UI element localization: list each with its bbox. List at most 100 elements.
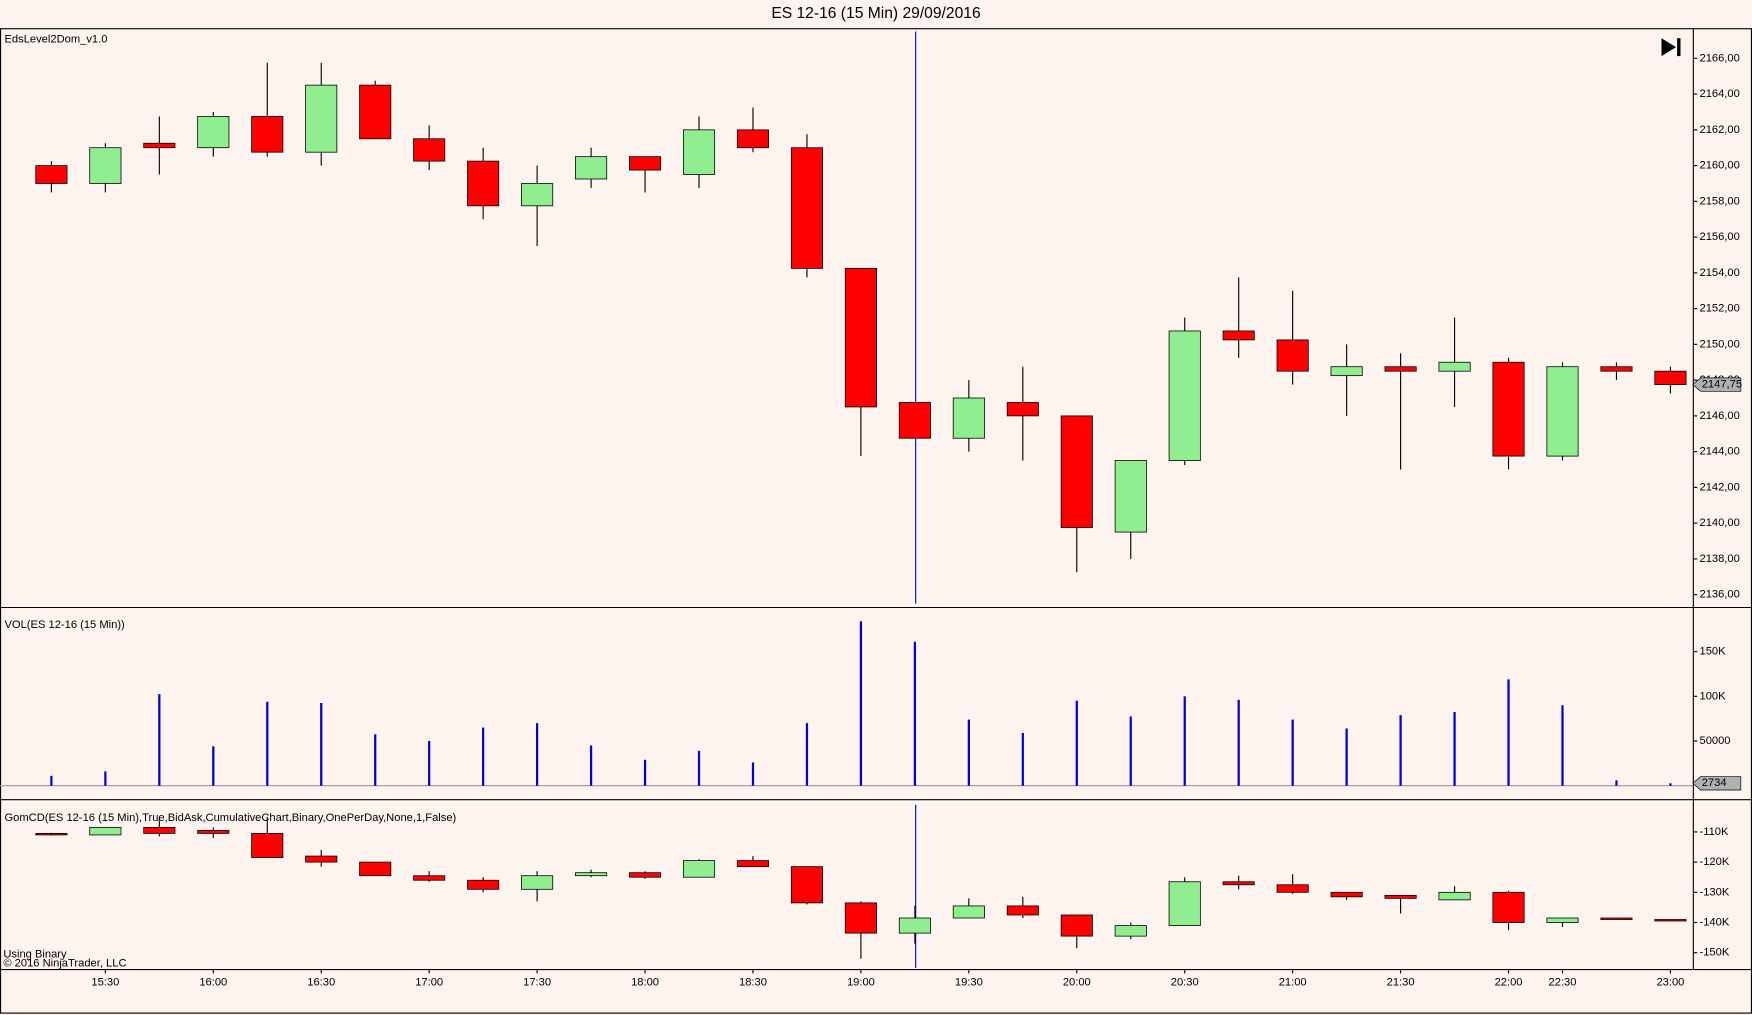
y-tick-label: 2152,00 xyxy=(1699,303,1739,315)
candle-body xyxy=(1006,905,1039,916)
frame xyxy=(0,28,1752,1014)
candle-body xyxy=(1222,881,1255,886)
x-tick-label: 20:00 xyxy=(1063,976,1091,988)
candle-body xyxy=(1600,366,1633,372)
x-tick-label: 21:30 xyxy=(1387,976,1415,988)
y-tick-label: 2144,00 xyxy=(1699,446,1739,458)
candle-body xyxy=(521,875,554,890)
candle-body xyxy=(1384,894,1417,899)
candle-body xyxy=(790,866,823,904)
candle-body xyxy=(1060,415,1093,529)
candle-body xyxy=(1384,366,1417,372)
candle-body xyxy=(1168,330,1201,461)
x-tick-label: 18:00 xyxy=(631,976,659,988)
candle-body xyxy=(89,826,122,836)
x-tick-label: 15:30 xyxy=(91,976,119,988)
y-tick-label: 2164,00 xyxy=(1699,88,1739,100)
y-tick-label: 2166,00 xyxy=(1699,52,1739,64)
x-tick-label: 21:00 xyxy=(1279,976,1307,988)
x-tick-label: 19:30 xyxy=(955,976,983,988)
y-tick-label: 2158,00 xyxy=(1699,195,1739,207)
candle-body xyxy=(575,872,608,877)
candle-body xyxy=(952,397,985,439)
candle-body xyxy=(35,833,68,836)
annotation: © 2016 NinjaTrader, LLC xyxy=(3,957,126,969)
last-value-marker xyxy=(1692,776,1742,791)
candle-body xyxy=(143,142,176,149)
candle-body xyxy=(1168,881,1201,926)
y-tick-label: 50000 xyxy=(1699,735,1730,747)
candle-body xyxy=(467,879,500,890)
candle-body xyxy=(1438,361,1471,372)
candle-body xyxy=(1654,919,1687,922)
candle-body xyxy=(1006,402,1039,417)
candle-body xyxy=(413,138,446,162)
candle-body xyxy=(413,875,446,881)
y-tick-label: 2140,00 xyxy=(1699,517,1739,529)
candle-body xyxy=(197,116,230,149)
candle-body xyxy=(1654,370,1687,385)
x-tick-label: 17:30 xyxy=(523,976,551,988)
candle-body xyxy=(197,830,230,834)
candle-body xyxy=(952,905,985,919)
candle-body xyxy=(736,129,770,149)
y-tick-label: 2142,00 xyxy=(1699,481,1739,493)
candle-body xyxy=(359,84,392,140)
candle-body xyxy=(1492,361,1525,457)
x-tick-label: 20:30 xyxy=(1171,976,1199,988)
y-tick-label: 2138,00 xyxy=(1699,553,1739,565)
y-tick-label: 2150,00 xyxy=(1699,338,1739,350)
candle-body xyxy=(629,872,662,878)
candle-body xyxy=(736,860,770,868)
y-tick-label: 2156,00 xyxy=(1699,231,1739,243)
x-tick-label: 23:00 xyxy=(1656,976,1684,988)
candle-body xyxy=(1546,366,1579,457)
candle-body xyxy=(898,917,931,934)
candle-body xyxy=(89,147,122,184)
y-tick-label: 2154,00 xyxy=(1699,267,1739,279)
candle-body xyxy=(1438,891,1471,901)
y-tick-label: 150K xyxy=(1699,646,1726,658)
candle-body xyxy=(682,860,716,878)
candle-body xyxy=(1276,339,1309,372)
x-tick-label: 18:30 xyxy=(739,976,767,988)
candle-body xyxy=(1330,891,1363,898)
candle-body xyxy=(844,902,877,934)
skip-icon[interactable] xyxy=(1661,38,1677,57)
candle-body xyxy=(1600,917,1633,920)
candle-body xyxy=(251,116,284,153)
candle-body xyxy=(35,165,68,184)
panel-title: GomCD(ES 12-16 (15 Min),True,BidAsk,Cumu… xyxy=(4,812,456,824)
x-tick-label: 22:30 xyxy=(1549,976,1577,988)
panel-title: EdsLevel2Dom_v1.0 xyxy=(4,33,107,45)
candle-body xyxy=(1222,330,1255,341)
y-tick-label: -120K xyxy=(1699,856,1729,868)
y-tick-label: -140K xyxy=(1699,916,1729,928)
skip-icon[interactable] xyxy=(1677,38,1681,57)
y-tick-label: -110K xyxy=(1699,826,1728,838)
candle-body xyxy=(1114,460,1147,533)
candle-body xyxy=(1114,925,1147,937)
candle-body xyxy=(1492,891,1525,923)
y-tick-label: 2146,00 xyxy=(1699,410,1739,422)
y-tick-label: -150K xyxy=(1699,947,1729,959)
candle-body xyxy=(575,156,608,180)
candle-body xyxy=(629,156,662,171)
y-tick-label: 2136,00 xyxy=(1699,589,1739,601)
candle-body xyxy=(467,160,500,207)
candle-body xyxy=(1060,914,1093,937)
candle-body xyxy=(143,826,176,834)
candle-body xyxy=(1276,884,1309,893)
panel-title: VOL(ES 12-16 (15 Min)) xyxy=(4,619,125,631)
y-tick-label: 2160,00 xyxy=(1699,160,1739,172)
candle-body xyxy=(790,147,823,269)
candle-body xyxy=(1330,366,1363,377)
skip-button[interactable] xyxy=(1661,38,1681,57)
candle-body xyxy=(251,833,284,858)
candle-body xyxy=(305,855,338,863)
candle-body xyxy=(521,183,554,207)
candle-body xyxy=(305,84,338,153)
